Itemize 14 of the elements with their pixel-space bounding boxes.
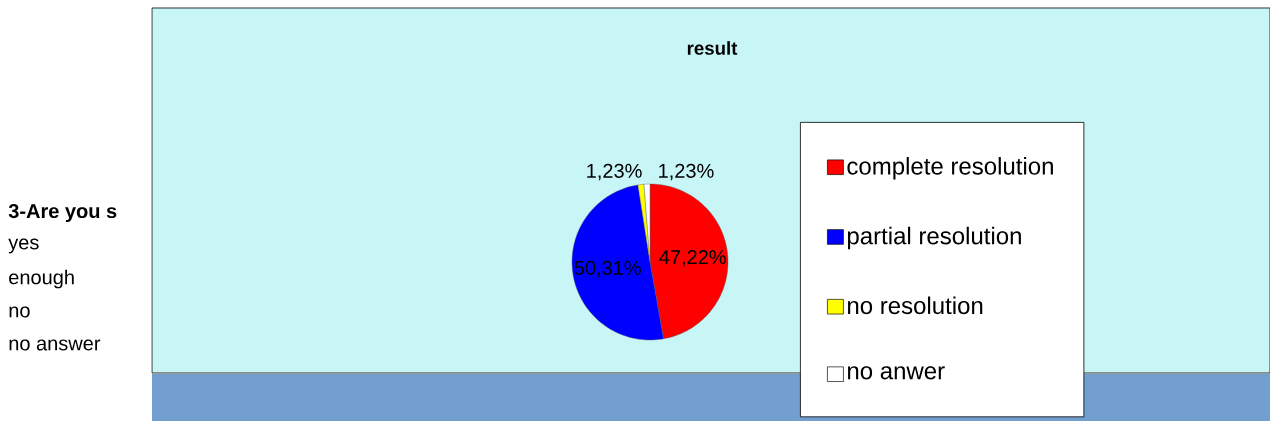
data-label: 1,23% (659, 163, 714, 181)
legend-label: complete resolution (847, 157, 1053, 180)
data-label: 50,31% (574, 260, 641, 278)
legend-label: no anwer (848, 366, 945, 380)
legend-label: no resolution (848, 296, 983, 315)
data-label: 47,22% (659, 250, 726, 267)
text: 3-Are you s (8, 203, 117, 223)
chart-title: result (687, 41, 738, 55)
text: yes (8, 238, 39, 254)
text: enough (9, 269, 74, 289)
data-label: 1,23% (587, 163, 642, 181)
legend-label: partial resolution (847, 226, 1021, 250)
text: no (9, 306, 30, 318)
text: no answer (9, 339, 101, 351)
